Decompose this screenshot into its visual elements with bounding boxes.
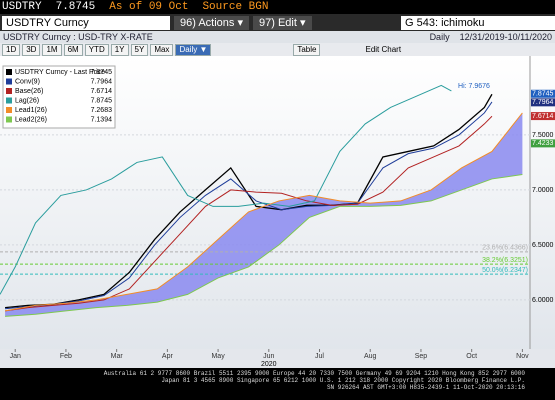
x-tick-label: May [211,353,225,360]
cloud [5,112,523,317]
year-label: 2020 [261,361,277,368]
legend-name: Lag(26) [15,97,39,104]
price: 7.8745 [55,1,96,13]
range-button[interactable]: 1Y [110,43,129,56]
range-button[interactable]: 1D [2,43,21,56]
series-line [0,84,452,295]
function-field[interactable]: G 543: ichimoku [401,15,555,30]
legend-value: 7.8745 [91,69,113,76]
as-of: As of 09 Oct [109,1,189,13]
chart: 6.0000 6.5000 7.0000 7.5000 Jan Feb Mar Apr May J… [0,56,555,368]
range-button[interactable]: 5Y [130,43,149,56]
y-tick-label: 6.0000 [532,297,554,304]
x-tick-label: Mar [111,353,124,360]
x-tick-label: Nov [516,353,529,360]
price-tag-label: 7.4233 [532,140,554,147]
price-tag-label: 7.8745 [532,91,554,98]
legend-value: 7.6714 [91,88,113,95]
source: Source BGN [202,1,269,13]
price-tag [531,112,555,121]
symbol: USDTRY [2,1,42,13]
range-button[interactable]: 6M [63,43,83,56]
frequency-button[interactable]: Daily ▼ [175,43,212,56]
x-tick-label: Jul [315,353,324,360]
price-tag-label: 7.6714 [532,113,554,120]
x-tick-label: Sep [415,353,428,360]
y-tick-label: 7.5000 [532,132,554,139]
series-line [5,101,493,310]
fib-label: 50.0%(6.2347) [482,267,528,274]
series-line [5,174,523,317]
hi-label: Hi: 7.9676 [458,83,490,90]
actions-menu[interactable]: 96) Actions ▾ [174,15,249,30]
legend-swatch [6,88,12,94]
legend-value: 7.2683 [91,107,113,114]
legend-swatch [6,78,12,85]
x-tick-label: Oct [466,353,477,360]
legend-swatch [6,69,12,75]
x-tick-label: Apr [162,353,174,360]
security-field[interactable]: USDTRY Curncy [2,15,170,30]
period: Daily [429,32,450,42]
price-tag [531,139,555,148]
y-tick-label: 6.5000 [532,242,554,249]
legend-swatch [6,116,12,123]
toolbar: USDTRY Curncy 96) Actions ▾ 97) Edit ▾ G… [0,14,555,31]
range-button[interactable]: YTD [84,43,109,56]
range-button[interactable]: 3D [22,43,41,56]
footer-line: Australia 61 2 9777 8600 Brazil 5511 239… [103,370,525,377]
range-button[interactable]: 1M [42,43,62,56]
edit-menu[interactable]: 97) Edit ▾ [253,15,312,30]
edit-chart-button[interactable]: Edit Chart [365,44,402,54]
legend-value: 7.7964 [91,78,113,85]
series-line [4,112,523,312]
footer-line: SN 926264 AST GMT+3:00 H835-2439-1 11-Oc… [326,384,525,391]
price-tag-label: 7.7964 [532,99,554,106]
footer: Australia 61 2 9777 8600 Brazil 5511 239… [0,368,555,400]
price-tag [531,89,555,98]
x-tick-label: Feb [60,353,72,360]
legend-name: Lead2(26) [15,116,47,123]
legend-swatch [6,107,12,113]
legend-name: Base(26) [15,88,43,95]
fib-label: 38.2%(6.3251) [482,257,528,264]
legend-box [2,65,116,129]
button-bar: 1D 3D 1M 6M YTD 1Y 5Y Max Daily ▼ Table Edit Chart [0,43,555,56]
date-range[interactable]: 12/31/2019-10/11/2020 [459,32,552,42]
x-tick-label: Jan [10,353,21,360]
series-line [5,93,493,309]
legend-name: Lead1(26) [15,107,47,114]
footer-line: Japan 81 3 4565 8900 Singapore 65 6212 1… [161,377,525,384]
table-button[interactable]: Table [293,43,321,56]
legend-name: Conv(9) [15,78,40,85]
y-tick-label: 7.0000 [532,187,554,194]
x-axis-band [0,349,555,368]
range-button[interactable]: Max [150,43,174,56]
series-line [5,115,493,312]
legend-swatch [6,97,12,104]
price-tag [531,98,555,107]
legend-value: 7.8745 [91,97,113,104]
header-bar: USDTRY 7.8745 As of 09 Oct Source BGN [0,0,555,14]
legend-value: 7.1394 [91,116,113,123]
security-name: USDTRY Curncy : USD-TRY X-RATE [3,32,153,42]
subheader: USDTRY Curncy : USD-TRY X-RATE Daily 12/3… [0,31,555,43]
x-tick-label: Jun [263,353,274,360]
fib-label: 23.6%(6.4366) [482,245,528,252]
x-tick-label: Aug [364,353,377,360]
legend-name: USDTRY Curncy - Last Price [15,69,105,76]
